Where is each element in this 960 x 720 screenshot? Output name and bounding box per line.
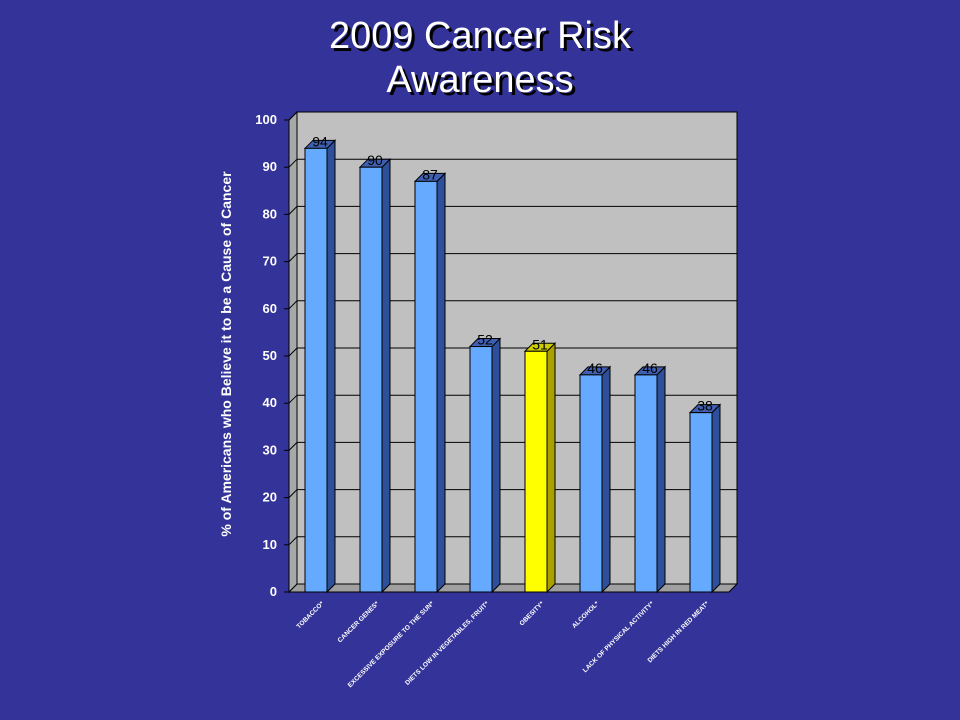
gridline bbox=[288, 253, 737, 262]
bar-5 bbox=[523, 342, 557, 594]
category-label-1: TOBACCO* bbox=[296, 600, 326, 630]
y-tick-label: 70 bbox=[263, 254, 277, 269]
bar-side bbox=[546, 342, 556, 594]
data-label-1: 94 bbox=[312, 133, 328, 149]
bars bbox=[303, 139, 722, 594]
bar-side bbox=[436, 172, 446, 594]
y-tick-label: 100 bbox=[255, 112, 277, 127]
y-tick-label: 30 bbox=[263, 442, 277, 457]
chart-title-line-2: Awareness bbox=[386, 59, 574, 101]
category-label-2: CANCER GENES* bbox=[337, 600, 381, 644]
bar-front bbox=[634, 374, 658, 593]
y-tick-label: 90 bbox=[263, 159, 277, 174]
category-label-6: ALCOHOL* bbox=[571, 600, 601, 630]
gridline bbox=[288, 205, 737, 215]
data-label-4: 52 bbox=[477, 332, 493, 348]
y-tick-labels: 0 10 20 30 40 50 60 70 80 90 100 bbox=[255, 112, 277, 599]
axes bbox=[284, 119, 729, 593]
y-tick-label: 20 bbox=[263, 490, 277, 505]
category-label-5: OBESITY* bbox=[518, 600, 545, 627]
bar-side bbox=[491, 337, 501, 594]
gridline bbox=[288, 111, 737, 121]
bar-front bbox=[359, 166, 383, 593]
bar-6 bbox=[578, 365, 612, 594]
y-tick-label: 0 bbox=[270, 584, 277, 599]
y-axis-label: % of Americans who Believe it to be a Ca… bbox=[218, 171, 234, 537]
data-label-7: 46 bbox=[642, 360, 658, 376]
data-label-5: 51 bbox=[532, 336, 548, 352]
data-label-2: 90 bbox=[367, 152, 383, 168]
bar-7 bbox=[633, 365, 667, 594]
bar-2 bbox=[358, 157, 392, 594]
bar-front bbox=[579, 374, 603, 593]
data-label-3: 87 bbox=[422, 166, 438, 182]
chart-title: 2009 Cancer Risk Awareness bbox=[0, 14, 960, 102]
data-labels: 94 90 87 52 51 46 46 38 bbox=[312, 133, 713, 413]
bar-side bbox=[711, 403, 721, 594]
bar-front bbox=[469, 346, 493, 593]
gridline bbox=[288, 300, 737, 310]
y-tick-label: 80 bbox=[263, 206, 277, 221]
y-tick-label: 50 bbox=[263, 348, 277, 363]
y-tick-label: 60 bbox=[263, 301, 277, 316]
gridline bbox=[288, 158, 737, 168]
bar-front bbox=[304, 147, 328, 593]
bar-4 bbox=[468, 337, 502, 594]
gridline bbox=[288, 347, 737, 357]
bar-3 bbox=[413, 172, 447, 594]
bar-side bbox=[381, 157, 391, 594]
y-tick-label: 10 bbox=[263, 537, 277, 552]
bar-1 bbox=[303, 139, 337, 594]
bar-front bbox=[524, 350, 548, 593]
bar-side bbox=[656, 365, 666, 594]
category-label-3: EXCESSIVE EXPOSURE TO THE SUN* bbox=[347, 600, 436, 689]
category-labels: TOBACCO* CANCER GENES*EXCESSIVE EXPOSURE … bbox=[296, 600, 711, 689]
data-label-8: 38 bbox=[697, 398, 713, 414]
bar-8 bbox=[688, 403, 722, 594]
bar-front bbox=[414, 180, 438, 593]
bar-front bbox=[689, 412, 713, 593]
category-label-8: DIETS HIGH IN RED MEAT* bbox=[647, 600, 711, 664]
y-tick-label: 40 bbox=[263, 395, 277, 410]
data-label-6: 46 bbox=[587, 360, 603, 376]
plot-area bbox=[287, 110, 739, 594]
chart-title-line-1: 2009 Cancer Risk bbox=[328, 15, 632, 57]
bar-side bbox=[601, 365, 611, 594]
bar-side bbox=[326, 139, 336, 594]
floor bbox=[287, 583, 739, 593]
